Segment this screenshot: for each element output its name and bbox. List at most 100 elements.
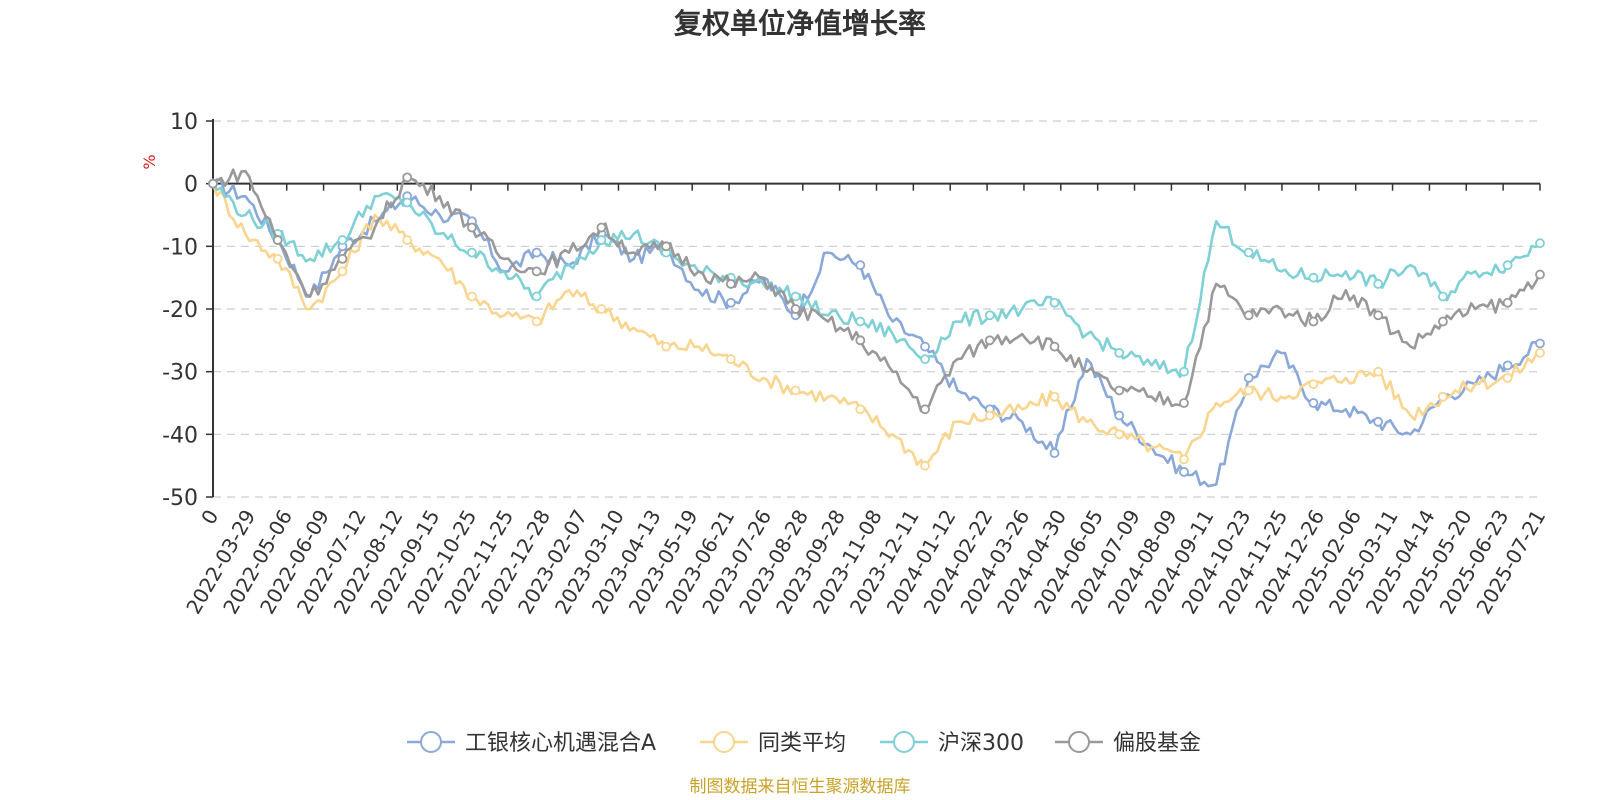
legend-item[interactable]: 沪深300 (880, 731, 1024, 756)
x-tick-labels: 02022-03-292022-05-062022-06-092022-07-1… (181, 505, 1550, 618)
series-marker (1179, 467, 1189, 477)
series-marker (208, 178, 218, 189)
series-marker (272, 235, 283, 245)
series-marker (596, 222, 607, 233)
legend-item[interactable]: 偏股基金 (1055, 731, 1201, 756)
legend-label: 沪深300 (938, 731, 1024, 756)
series-marker (467, 222, 477, 233)
series-marker (1535, 347, 1545, 358)
series-marker (1049, 297, 1060, 308)
series-marker (1308, 272, 1319, 283)
series-marker (725, 279, 736, 289)
series-marker (920, 341, 930, 352)
y-tick-labels: 10 0 -10 -20 -30 -40 -50 (162, 110, 198, 511)
legend[interactable]: 工银核心机遇混合A 同类平均 沪深300 偏股基金 (407, 731, 1201, 756)
series-marker (1243, 373, 1254, 383)
series-marker (855, 260, 866, 271)
series-marker (1308, 398, 1319, 408)
series-marker (1114, 347, 1125, 358)
series-marker (1114, 385, 1125, 396)
series-marker (920, 460, 930, 471)
series-line (212, 168, 1542, 413)
series-marker (337, 266, 348, 277)
series-marker (1049, 448, 1060, 459)
y-tick-label: -10 (162, 235, 198, 260)
series-marker (1438, 291, 1448, 302)
series-line (211, 183, 1541, 468)
series-marker (1049, 341, 1060, 352)
y-tick-label: -50 (162, 486, 198, 511)
y-tick-label: -20 (162, 298, 198, 323)
x-tick-label: 0 (196, 506, 223, 529)
series-line (212, 178, 1541, 488)
chart-title: 复权单位净值增长率 (674, 7, 926, 40)
series-marker (467, 247, 477, 258)
y-tick-label: -30 (162, 361, 198, 386)
series-marker (855, 335, 866, 346)
series-marker (1114, 429, 1125, 440)
y-tick-label: 0 (184, 173, 198, 198)
series-lines (208, 168, 1545, 488)
series-marker (661, 241, 672, 252)
series-marker (725, 354, 736, 365)
series-marker (531, 247, 542, 258)
series-marker (1308, 379, 1319, 390)
series-marker (337, 253, 348, 264)
legend-label: 工银核心机遇混合A (465, 731, 656, 756)
series-marker (661, 341, 672, 352)
series-marker (725, 297, 736, 308)
series-marker (1373, 279, 1384, 289)
series-marker (402, 172, 413, 183)
series-marker (1179, 454, 1189, 465)
series-marker (1535, 338, 1545, 349)
y-tick-label: -40 (162, 423, 198, 448)
legend-item[interactable]: 同类平均 (700, 731, 846, 756)
series-marker (920, 354, 930, 365)
series-marker (1502, 260, 1513, 271)
series-marker (1502, 297, 1513, 308)
series-marker (855, 316, 866, 327)
y-tick-label: 10 (170, 110, 198, 135)
series-marker (272, 253, 283, 264)
series-marker (1243, 247, 1254, 258)
series-marker (984, 410, 995, 421)
series-marker (1502, 373, 1513, 383)
series-marker (1179, 398, 1189, 408)
legend-swatch-marker (713, 731, 735, 753)
series-marker (1114, 410, 1125, 421)
series-marker (402, 197, 413, 208)
series-marker (1243, 385, 1254, 396)
series-marker (790, 304, 801, 314)
series-marker (1243, 310, 1254, 321)
series-marker (1438, 316, 1448, 327)
series-marker (1308, 316, 1319, 327)
series-marker (790, 385, 801, 396)
series-marker (790, 291, 801, 302)
series-marker (531, 291, 542, 302)
series-marker (1535, 238, 1545, 249)
legend-label: 偏股基金 (1113, 731, 1201, 756)
series-marker (596, 235, 607, 245)
legend-label: 同类平均 (758, 731, 846, 756)
series-line (211, 182, 1541, 379)
series-marker (1373, 366, 1384, 377)
legend-item[interactable]: 工银核心机遇混合A (407, 731, 656, 756)
series-marker (984, 335, 995, 346)
series-marker (1502, 360, 1513, 371)
legend-swatch-marker (893, 731, 915, 753)
series-marker (984, 310, 995, 321)
series-marker (596, 304, 607, 314)
series-marker (1535, 269, 1545, 280)
legend-swatch-marker (1068, 731, 1090, 753)
y-unit-label: % (140, 154, 159, 169)
grid-lines (213, 120, 1540, 498)
source-note: 制图数据来自恒生聚源数据库 (690, 777, 911, 797)
series-marker (337, 235, 348, 245)
series-marker (920, 404, 930, 415)
series-marker (1373, 416, 1384, 427)
series-marker (531, 316, 542, 327)
series-marker (1373, 310, 1384, 321)
series-marker (531, 266, 542, 277)
series-marker (1179, 366, 1189, 377)
